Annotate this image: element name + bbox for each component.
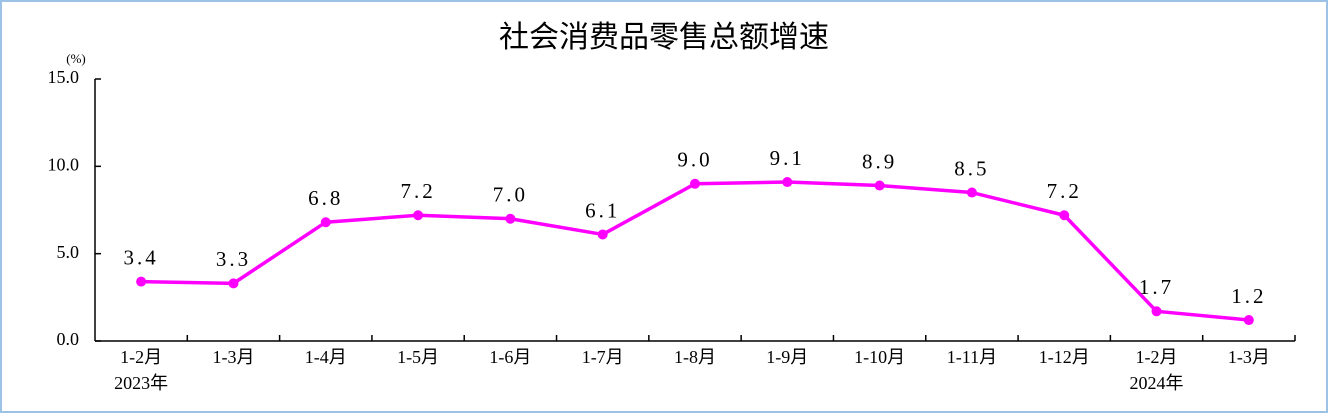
y-tick-label: 0.0 [57, 329, 80, 349]
x-tick-label: 1-10月 [854, 347, 905, 367]
point [228, 278, 239, 289]
x-tick-label: 1-9月 [766, 347, 808, 367]
x-tick-label: 1-8月 [674, 347, 716, 367]
data-label: 3.4 [124, 245, 159, 269]
x-tick-label: 1-3月 [212, 347, 254, 367]
x-tick-label: 1-6月 [489, 347, 531, 367]
point [690, 178, 700, 189]
point [966, 187, 977, 198]
point [1151, 306, 1162, 317]
data-label: 7.0 [493, 183, 528, 207]
x-tick-label: 1-7月 [582, 347, 624, 367]
point [320, 217, 331, 228]
point [597, 229, 608, 240]
x-tick-label: 1-12月 [1039, 347, 1090, 367]
point [505, 213, 516, 224]
y-tick-label: 5.0 [57, 242, 80, 262]
year-label: 2023年 [114, 373, 168, 393]
point [782, 177, 793, 188]
point [1243, 315, 1254, 326]
y-tick-label: 15.0 [48, 67, 80, 87]
data-label: 1.2 [1231, 284, 1266, 308]
data-label: 7.2 [1047, 179, 1082, 203]
x-tick-label: 1-5月 [397, 347, 439, 367]
year-label: 2024年 [1130, 373, 1184, 393]
x-tick-label: 1-3月 [1228, 347, 1270, 367]
data-label: 3.3 [216, 247, 251, 271]
x-tick-label: 1-11月 [947, 347, 997, 367]
x-tick-label: 1-2月 [120, 347, 162, 367]
data-label: 9.1 [770, 146, 805, 170]
x-tick-label: 1-4月 [305, 347, 347, 367]
point [874, 180, 885, 191]
y-tick-label: 10.0 [48, 154, 80, 174]
data-label: 1.7 [1139, 275, 1174, 299]
point [413, 210, 424, 221]
data-label: 7.2 [400, 179, 435, 203]
data-label: 9.0 [677, 148, 712, 172]
data-label: 8.9 [862, 149, 897, 173]
point [1059, 210, 1070, 221]
data-label: 6.1 [585, 198, 620, 222]
chart-title: 社会消费品零售总额增速 [499, 21, 829, 54]
data-label: 8.5 [954, 156, 989, 180]
y-unit: (%) [66, 51, 86, 66]
x-tick-label: 1-2月 [1136, 347, 1178, 367]
point [136, 276, 147, 287]
data-label: 6.8 [308, 186, 343, 210]
